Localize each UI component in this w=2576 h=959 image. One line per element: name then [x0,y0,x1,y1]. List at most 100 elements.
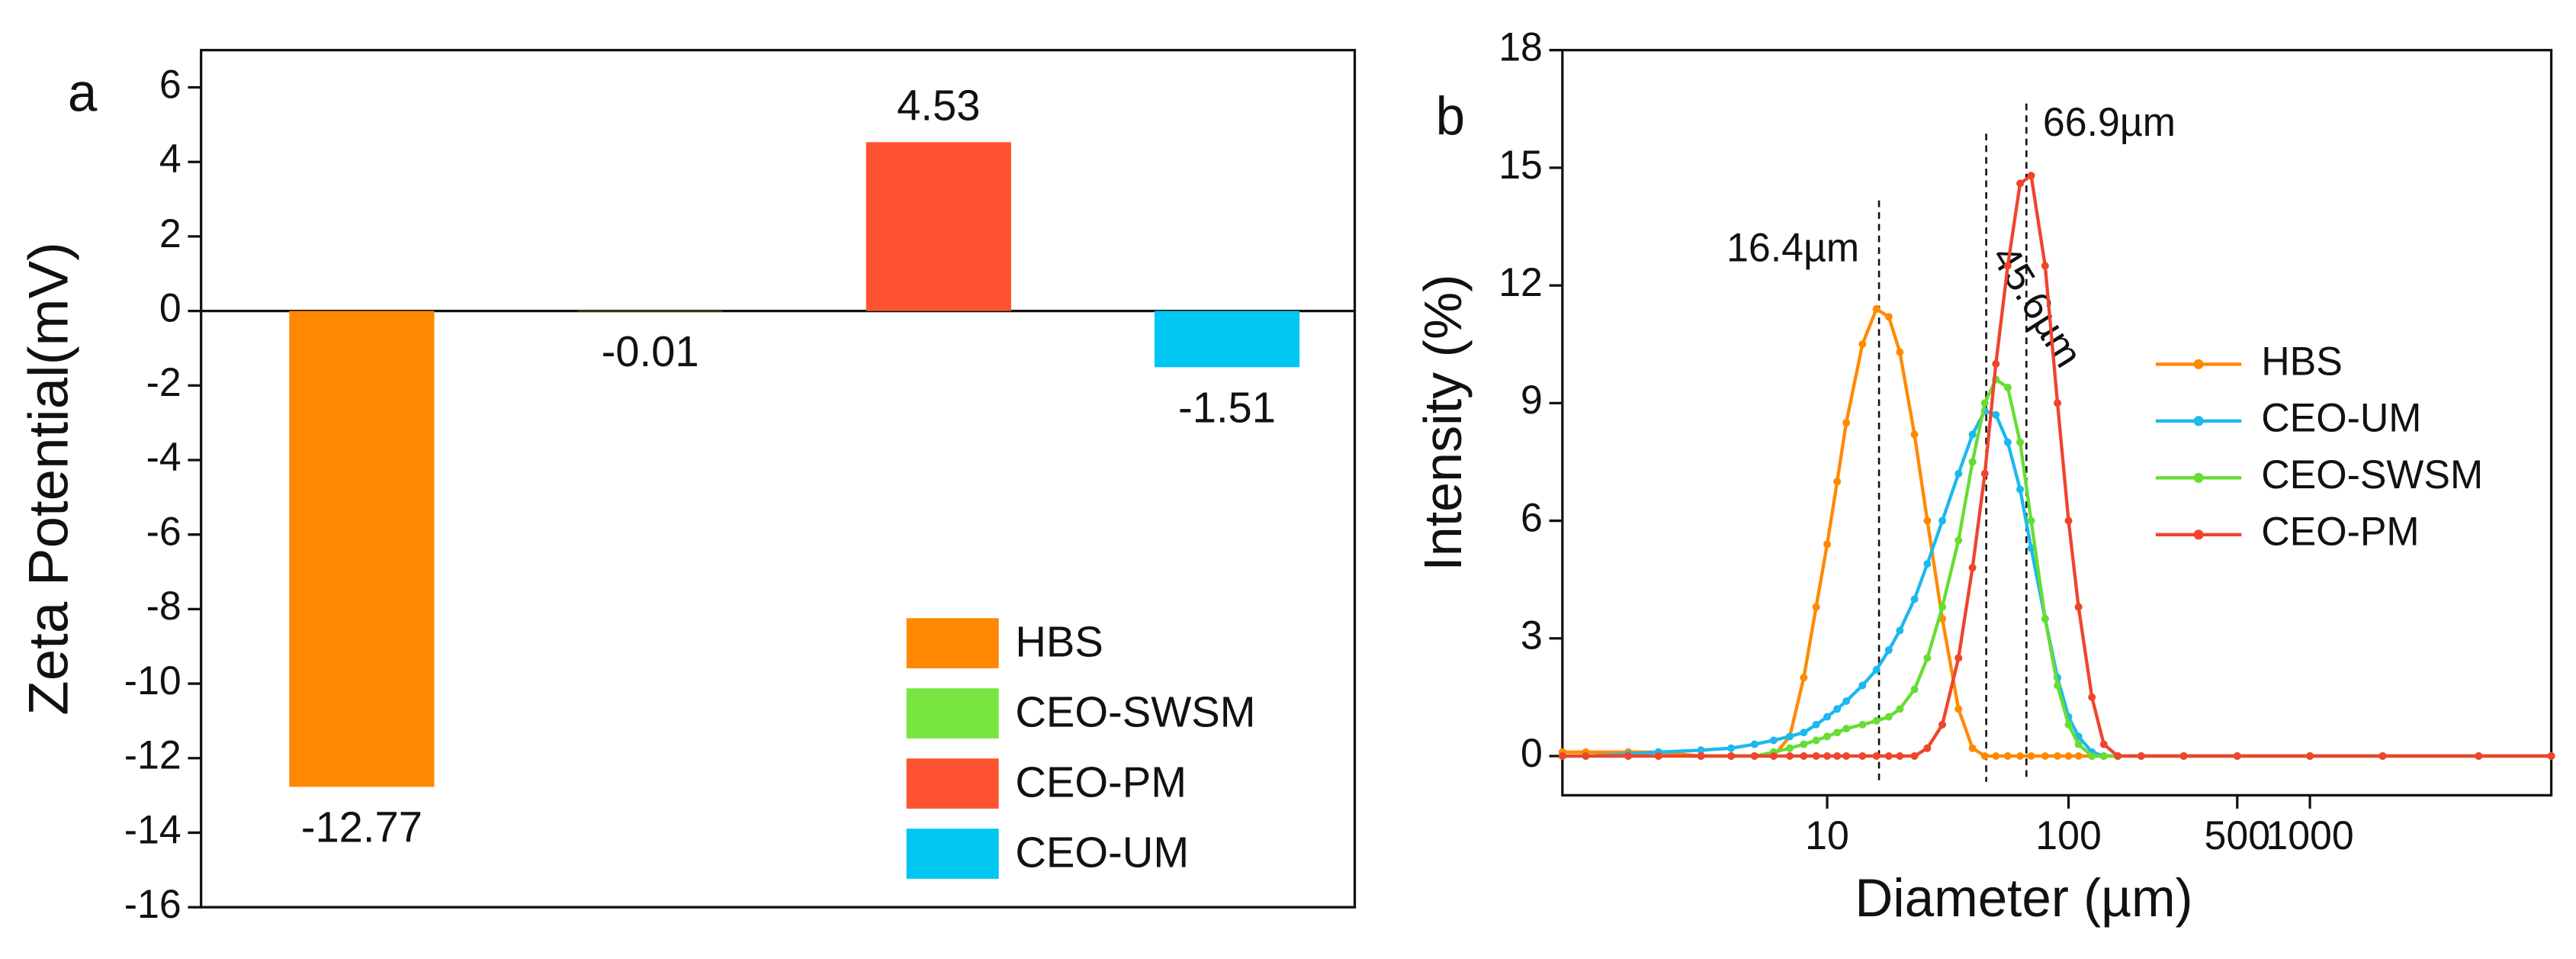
value-label: -0.01 [602,327,699,375]
point [1858,681,1867,690]
point [2016,438,2025,446]
point [2041,751,2049,761]
point [2027,517,2035,525]
point [2027,172,2035,180]
point [2016,485,2025,494]
point [1812,720,1820,729]
point [1823,540,1832,549]
value-label: 4.53 [897,81,980,129]
point [2054,751,2062,761]
point [2137,751,2145,761]
point [1884,751,1893,761]
bar [1154,311,1300,368]
legend-label: CEO-SWSM [2261,453,2483,497]
point [2378,751,2387,761]
point [1896,705,1904,713]
point [2064,720,2073,729]
point [1954,536,1963,545]
point [1842,751,1851,761]
legend-marker [2193,359,2204,369]
y-tick-label: 6 [1521,496,1543,540]
point [2064,751,2073,761]
point [2016,751,2025,761]
legend-marker [2193,529,2204,540]
point [1769,736,1778,745]
point [1842,419,1851,427]
value-label: -1.51 [1178,383,1276,431]
point [2099,751,2108,761]
y-tick-label: -12 [124,733,181,777]
x-tick-label: 10 [1805,814,1849,858]
point [1896,751,1904,761]
point [1769,751,1778,761]
point [1923,654,1932,662]
point [2306,751,2314,761]
point [1800,729,1808,737]
legend-label: HBS [1015,617,1103,665]
point [1980,399,1989,407]
y-tick-label: 18 [1498,25,1543,69]
y-tick-label: 2 [159,212,181,256]
panel-label: b [1436,86,1465,146]
point [1858,340,1867,349]
point [1896,348,1904,356]
point [2003,438,2012,446]
point [1938,517,1947,525]
point [1823,713,1832,721]
point [2064,517,2073,525]
y-tick-label: -4 [146,436,181,480]
point [1968,564,1977,572]
point [1858,751,1867,761]
y-tick-label: 3 [1521,613,1543,658]
point [1954,654,1963,662]
y-tick-label: 0 [159,286,181,330]
value-label: -12.77 [301,803,422,851]
point [2003,751,2012,761]
point [1980,751,1989,761]
x-tick-label: 100 [2035,814,2102,858]
point [2179,751,2188,761]
point [1842,697,1851,706]
y-tick-label: -14 [124,808,181,852]
y-tick-label: -10 [124,659,181,703]
point [1884,646,1893,655]
legend-label: CEO-SWSM [1015,687,1255,735]
point [1750,740,1759,748]
annotation: 66.9µm [2043,101,2176,145]
legend-label: HBS [2261,340,2343,384]
point [1923,744,1932,752]
point [1968,458,1977,466]
y-tick-label: -16 [124,883,181,927]
point [2547,751,2555,761]
legend-swatch [906,829,999,879]
point [1923,517,1932,525]
point [2088,693,2096,701]
point [1582,751,1590,761]
point [1697,751,1705,761]
y-tick-label: 12 [1498,261,1543,305]
point [1727,751,1736,761]
point [2475,751,2483,761]
point [1938,720,1947,729]
point [2088,751,2096,761]
point [1910,685,1919,694]
y-tick-label: -6 [146,510,181,554]
point [1968,430,1977,439]
legend-marker [2193,416,2204,426]
point [1800,674,1808,682]
y-tick-label: 6 [159,63,181,107]
point [1800,751,1808,761]
point [1923,560,1932,568]
point [1992,751,2000,761]
point [2074,740,2083,748]
point [2027,544,2035,552]
legend-marker [2193,472,2204,483]
y-tick-label: 15 [1498,143,1543,187]
point [1812,751,1820,761]
point [1624,751,1633,761]
legend-label: CEO-PM [2261,510,2419,554]
point [1938,603,1947,611]
x-tick-label: 500 [2205,814,2271,858]
point [1872,751,1881,761]
point [1884,713,1893,721]
